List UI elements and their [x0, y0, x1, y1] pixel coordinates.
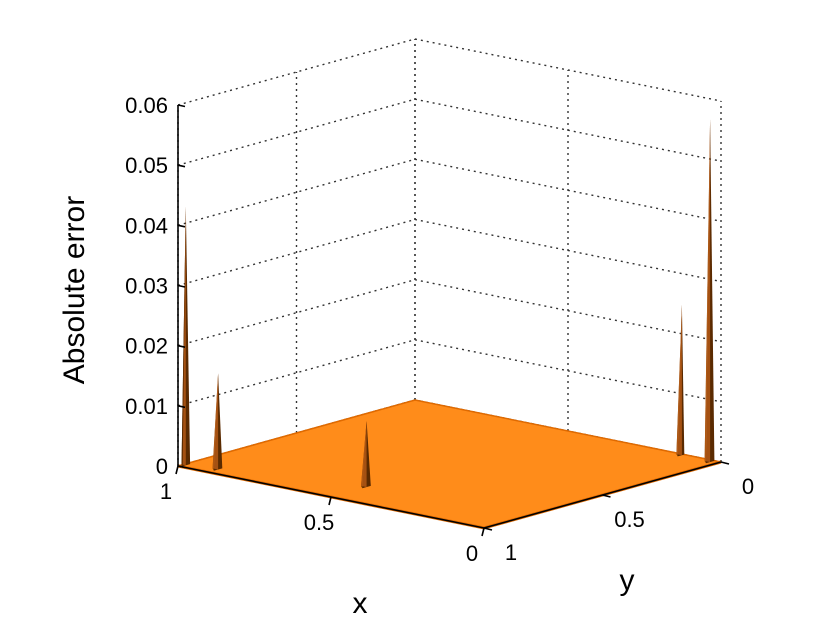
- z-tick: [177, 224, 186, 228]
- z-axis-label: Absolute error: [58, 196, 91, 384]
- z-tick: [177, 104, 186, 108]
- z-gridline: [177, 158, 722, 226]
- y-axis-label: y: [620, 564, 635, 597]
- y-tick-label: 1: [505, 540, 517, 565]
- z-tick-label: 0.05: [125, 153, 168, 178]
- y-tick-label: 0: [742, 474, 754, 499]
- peak-face-lit: [704, 119, 711, 463]
- peak-face-lit: [676, 304, 682, 456]
- x-tick: [175, 465, 179, 475]
- z-tick-label: 0.03: [125, 274, 168, 299]
- peak-3: [361, 420, 371, 489]
- z-tick: [177, 164, 186, 168]
- x-tick-label: 0.5: [304, 510, 335, 535]
- z-gridline: [177, 278, 722, 347]
- z-gridline: [177, 339, 722, 407]
- y-tick: [483, 527, 493, 531]
- x-tick: [481, 527, 485, 537]
- z-tick-label: 0.04: [125, 213, 168, 238]
- peak-face-lit: [212, 373, 219, 470]
- z-tick-label: 0.06: [125, 93, 168, 118]
- z-tick: [177, 465, 186, 469]
- peak-face-lit: [361, 420, 367, 488]
- z-tick-label: 0: [156, 454, 168, 479]
- x-tick-label: 1: [160, 479, 172, 504]
- x-axis-label: x: [353, 587, 368, 620]
- chart-axes: 0 0.01 0.02 0.03 0.04 0.05 0.06 1 0.5 0 0 0.5 1: [125, 93, 754, 566]
- z-tick: [177, 405, 186, 409]
- z-tick-label: 0.02: [125, 334, 168, 359]
- z-tick: [177, 344, 186, 348]
- y-tick-label: 0.5: [614, 507, 645, 532]
- peak-5: [704, 119, 715, 464]
- z-gridline: [177, 218, 722, 287]
- z-gridline: [177, 98, 722, 166]
- y-tick: [720, 461, 730, 465]
- y-tick: [602, 494, 611, 498]
- error-peaks: [181, 119, 715, 489]
- z-gridline: [177, 38, 722, 106]
- peak-face-lit: [182, 206, 186, 466]
- x-tick: [328, 496, 332, 506]
- x-tick-label: 0: [466, 541, 478, 566]
- peak-1: [181, 206, 191, 467]
- z-tick-label: 0.01: [125, 394, 168, 419]
- peak-4: [676, 304, 685, 457]
- z-tick: [177, 284, 186, 288]
- peak-2: [212, 373, 223, 471]
